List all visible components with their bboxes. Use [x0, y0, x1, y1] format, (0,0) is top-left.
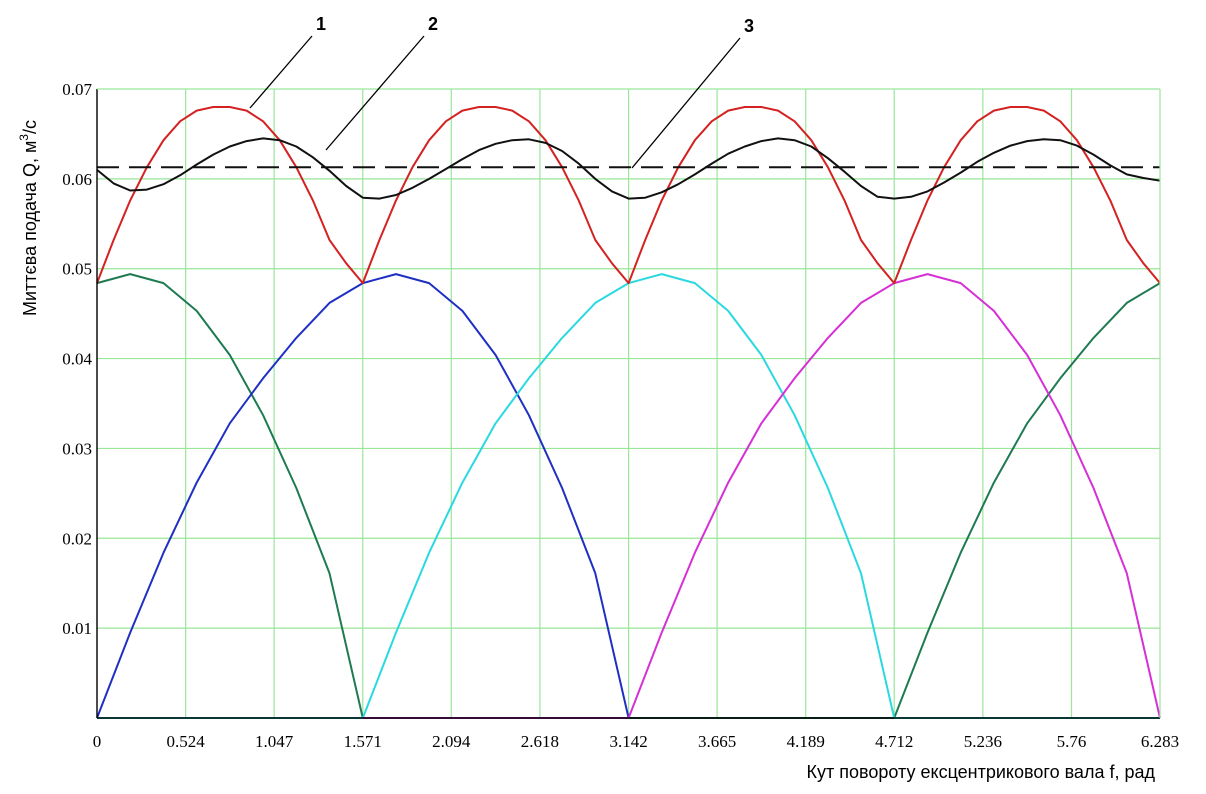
y-axis-title-tail: /c	[20, 120, 40, 134]
y-tick-label: 0.01	[62, 619, 92, 638]
x-tick-label: 3.665	[698, 732, 736, 751]
y-axis-title-main: Миттєва подача Q, м	[20, 141, 40, 316]
x-tick-label: 0.524	[167, 732, 206, 751]
callout-leader-1	[249, 35, 313, 109]
series-line-red	[96, 106, 1161, 285]
plot-frame-layer	[96, 88, 1161, 719]
x-tick-label: 1.571	[344, 732, 382, 751]
x-tick-label: 4.712	[875, 732, 913, 751]
x-tick-label: 4.189	[787, 732, 825, 751]
x-tick-label: 0	[93, 732, 102, 751]
x-tick-label: 5.236	[964, 732, 1002, 751]
callout-label-3: 3	[744, 16, 754, 36]
x-tick-label: 5.76	[1057, 732, 1087, 751]
x-tick-labels: 0 0.524 1.047 1.571 2.094 2.618 3.142 3.665 4.18…	[93, 732, 1179, 751]
callout-leader-2	[325, 35, 425, 151]
callout-label-1: 1	[316, 14, 326, 34]
x-tick-label: 6.283	[1141, 732, 1179, 751]
y-axis-title-sup: 3	[17, 134, 31, 141]
grid	[97, 89, 1160, 718]
y-axis-title: Миттєва подача Q, м3/c	[17, 120, 40, 316]
y-tick-label: 0.02	[62, 529, 92, 548]
x-tick-label: 2.094	[432, 732, 471, 751]
y-tick-label: 0.05	[62, 260, 92, 279]
series-line-black	[96, 137, 1161, 200]
callout-layer: 1 2 3	[249, 14, 754, 169]
y-tick-labels: 0.01 0.02 0.03 0.04 0.05 0.06 0.07	[62, 80, 92, 638]
y-tick-label: 0.04	[62, 350, 92, 369]
x-tick-label: 2.618	[521, 732, 559, 751]
y-tick-label: 0.07	[62, 80, 92, 99]
callout-label-2: 2	[428, 14, 438, 34]
x-tick-label: 3.142	[609, 732, 647, 751]
x-tick-label: 1.047	[255, 732, 294, 751]
y-tick-label: 0.06	[62, 170, 92, 189]
x-axis-title: Кут повороту ексцентрикового вала f, рад	[807, 762, 1156, 782]
callout-leader-3	[631, 37, 741, 169]
y-tick-label: 0.03	[62, 439, 92, 458]
